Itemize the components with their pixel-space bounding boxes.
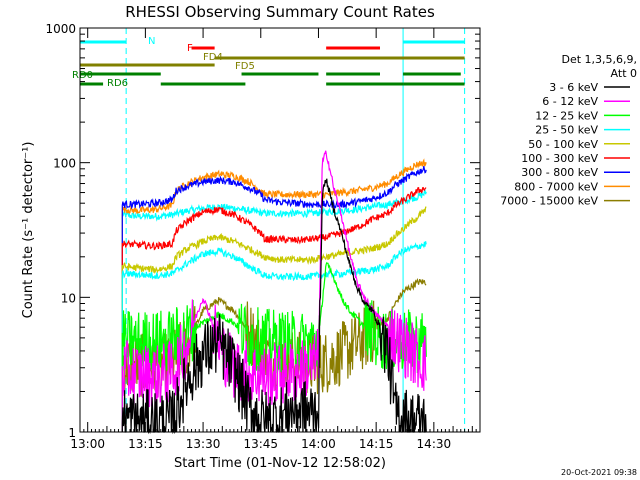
y-tick-label: 10 [61, 291, 76, 305]
axes: 13:00 13:15 13:30 13:45 14:00 14:15 14:30 1 10 10… [45, 22, 481, 451]
flag-label: F [187, 43, 193, 54]
flag-label: N [148, 36, 155, 47]
series-line [121, 241, 427, 432]
y-axis-label: Count Rate (s⁻¹ detector⁻¹) [21, 142, 36, 319]
legend-label: 25 - 50 keV [535, 124, 598, 137]
x-axis-label: Start Time (01-Nov-12 12:58:02) [174, 456, 386, 471]
flag-label: RD6 [107, 78, 128, 89]
series-line [121, 158, 427, 432]
series-layer [121, 150, 427, 435]
y-tick-label: 1 [68, 426, 76, 440]
legend-label: 800 - 7000 keV [514, 180, 598, 193]
x-tick-label: 14:00 [301, 437, 336, 451]
legend-label: 7000 - 15000 keV [500, 195, 598, 208]
series-line [121, 150, 427, 432]
legend-label: 100 - 300 keV [521, 152, 598, 165]
x-tick-label: 13:30 [186, 437, 221, 451]
legend-label: 12 - 25 keV [535, 109, 598, 122]
x-tick-label: 13:45 [243, 437, 278, 451]
flag-label: RD0 [72, 70, 93, 81]
flag-label: FD4 [203, 52, 223, 63]
x-tick-label: 14:15 [359, 437, 394, 451]
legend-header-line-2: Att 0 [611, 67, 637, 80]
series-line [121, 186, 427, 432]
series-line [121, 188, 427, 432]
x-tick-label: 14:30 [417, 437, 452, 451]
series-line [121, 206, 427, 432]
y-tick-label: 100 [53, 157, 76, 171]
series-line [121, 178, 427, 435]
series-line [121, 165, 427, 432]
x-tick-label: 13:15 [128, 437, 163, 451]
legend-label: 50 - 100 keV [528, 138, 598, 151]
legend-label: 6 - 12 keV [542, 95, 598, 108]
legend-label: 300 - 800 keV [521, 166, 598, 179]
footer-date: 20-Oct-2021 09:38 [561, 468, 637, 477]
flag-label: FD5 [235, 61, 255, 72]
chart-title: RHESSI Observing Summary Count Rates [125, 3, 435, 21]
legend-label: 3 - 6 keV [549, 81, 598, 94]
series-line [121, 261, 427, 432]
x-tick-label: 13:00 [70, 437, 105, 451]
flag-bars: N F FD4 FD5 RD0 RD6 [72, 36, 465, 89]
y-tick-label: 1000 [45, 22, 76, 36]
legend-header-line-1: Det 1,3,5,6,9, [561, 53, 637, 66]
